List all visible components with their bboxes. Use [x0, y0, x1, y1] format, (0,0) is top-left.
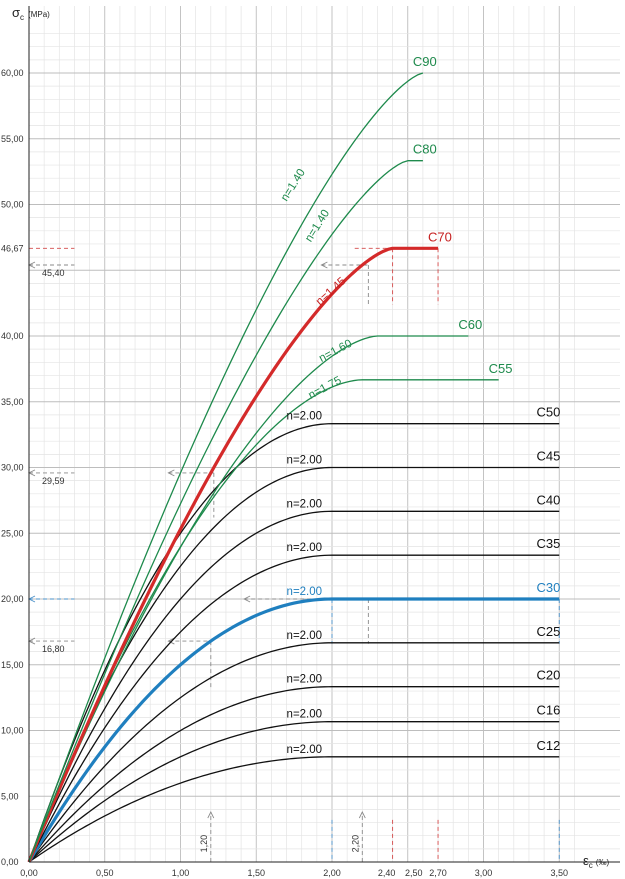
series-name-c80: C80 [413, 142, 437, 157]
n-label-c50: n=2.00 [287, 411, 323, 423]
curve-c12 [28, 756, 560, 863]
n-label-c30: n=2.00 [287, 586, 323, 598]
curve-c50 [28, 423, 560, 863]
y-tick-label: 46,67 [1, 243, 24, 253]
x-tick-label: 1,50 [247, 868, 265, 878]
n-label-c55: n=1.75 [307, 375, 344, 402]
y-tick-label: 10,00 [1, 726, 24, 736]
series-name-c20: C20 [537, 668, 561, 683]
curve-c35 [28, 554, 560, 863]
x-axis-title: εc (‰) [583, 853, 609, 870]
guide-arrow [320, 261, 328, 269]
x-tick-label: 0,00 [20, 868, 38, 878]
annotation-label: 2,20 [350, 835, 360, 853]
chart-grid [29, 6, 620, 862]
guide-arrow [167, 637, 175, 645]
n-label-c20: n=2.00 [287, 674, 323, 686]
n-label-c35: n=2.00 [287, 542, 323, 554]
y-tick-label: 40,00 [1, 331, 24, 341]
curve-c80 [28, 160, 423, 863]
series-name-c12: C12 [537, 738, 561, 753]
x-tick-label: 0,50 [96, 868, 114, 878]
n-label-c70: n=1.45 [314, 275, 348, 308]
y-tick-label: 55,00 [1, 134, 24, 144]
annotation-label: 29,59 [42, 476, 65, 486]
y-axis-title: σc (MPa) [12, 5, 50, 22]
n-label-c25: n=2.00 [287, 630, 323, 642]
curve-c20 [28, 686, 560, 863]
y-tick-label: 35,00 [1, 397, 24, 407]
curve-c16 [28, 721, 560, 863]
y-tick-label: 15,00 [1, 660, 24, 670]
y-tick-label: 25,00 [1, 528, 24, 538]
x-tick-label: 3,50 [550, 868, 568, 878]
curve-c25 [28, 642, 560, 863]
series-curves [27, 72, 560, 863]
series-name-c90: C90 [413, 54, 437, 69]
n-label-c12: n=2.00 [287, 744, 323, 756]
curve-c40 [28, 510, 560, 863]
x-tick-label: 2,40 [378, 868, 396, 878]
y-tick-label: 0,00 [1, 857, 19, 867]
y-tick-label: 60,00 [1, 68, 24, 78]
curve-c90 [28, 72, 424, 863]
guide-arrow [243, 595, 251, 603]
y-tick-label: 50,00 [1, 200, 24, 210]
series-name-c45: C45 [537, 449, 561, 464]
series-name-c55: C55 [489, 361, 513, 376]
annotation-label: 1,20 [199, 835, 209, 853]
x-tick-label: 3,00 [475, 868, 493, 878]
n-label-c45: n=2.00 [287, 455, 323, 467]
series-name-c70: C70 [428, 229, 452, 244]
n-label-c90: n=1.40 [279, 167, 308, 203]
series-name-c16: C16 [537, 703, 561, 718]
n-label-c40: n=2.00 [287, 498, 323, 510]
annotation-label: 45,40 [42, 268, 65, 278]
series-name-c25: C25 [537, 624, 561, 639]
series-name-c35: C35 [537, 536, 561, 551]
n-label-c16: n=2.00 [287, 709, 323, 721]
series-name-c60: C60 [458, 317, 482, 332]
y-tick-label: 30,00 [1, 463, 24, 473]
guide-arrow [167, 469, 175, 477]
x-tick-label: 2,70 [429, 868, 447, 878]
x-tick-label: 2,50 [405, 868, 423, 878]
curve-c70 [27, 246, 439, 863]
x-tick-label: 1,00 [172, 868, 190, 878]
tick-labels: 0,00 0,50 1,00 1,50 2,00 2,40 2,50 2,70 3,00 3,50… [1, 68, 568, 878]
annotation-label: 16,80 [42, 644, 65, 654]
y-tick-label: 20,00 [1, 594, 24, 604]
chart-axes [28, 6, 620, 863]
y-tick-label: 5,00 [1, 791, 19, 801]
series-name-c50: C50 [537, 405, 561, 420]
n-label-c60: n=1.60 [317, 338, 354, 365]
guide-arrow [358, 811, 366, 819]
series-name-c30: C30 [537, 580, 561, 595]
guide-arrow [207, 811, 215, 819]
curve-c30 [27, 597, 560, 863]
x-tick-label: 2,00 [323, 868, 341, 878]
series-labels: C12 n=2.00 C16 n=2.00 C20 n=2.00 C25 n=2.00 C30 n… [279, 54, 560, 756]
series-name-c40: C40 [537, 492, 561, 507]
